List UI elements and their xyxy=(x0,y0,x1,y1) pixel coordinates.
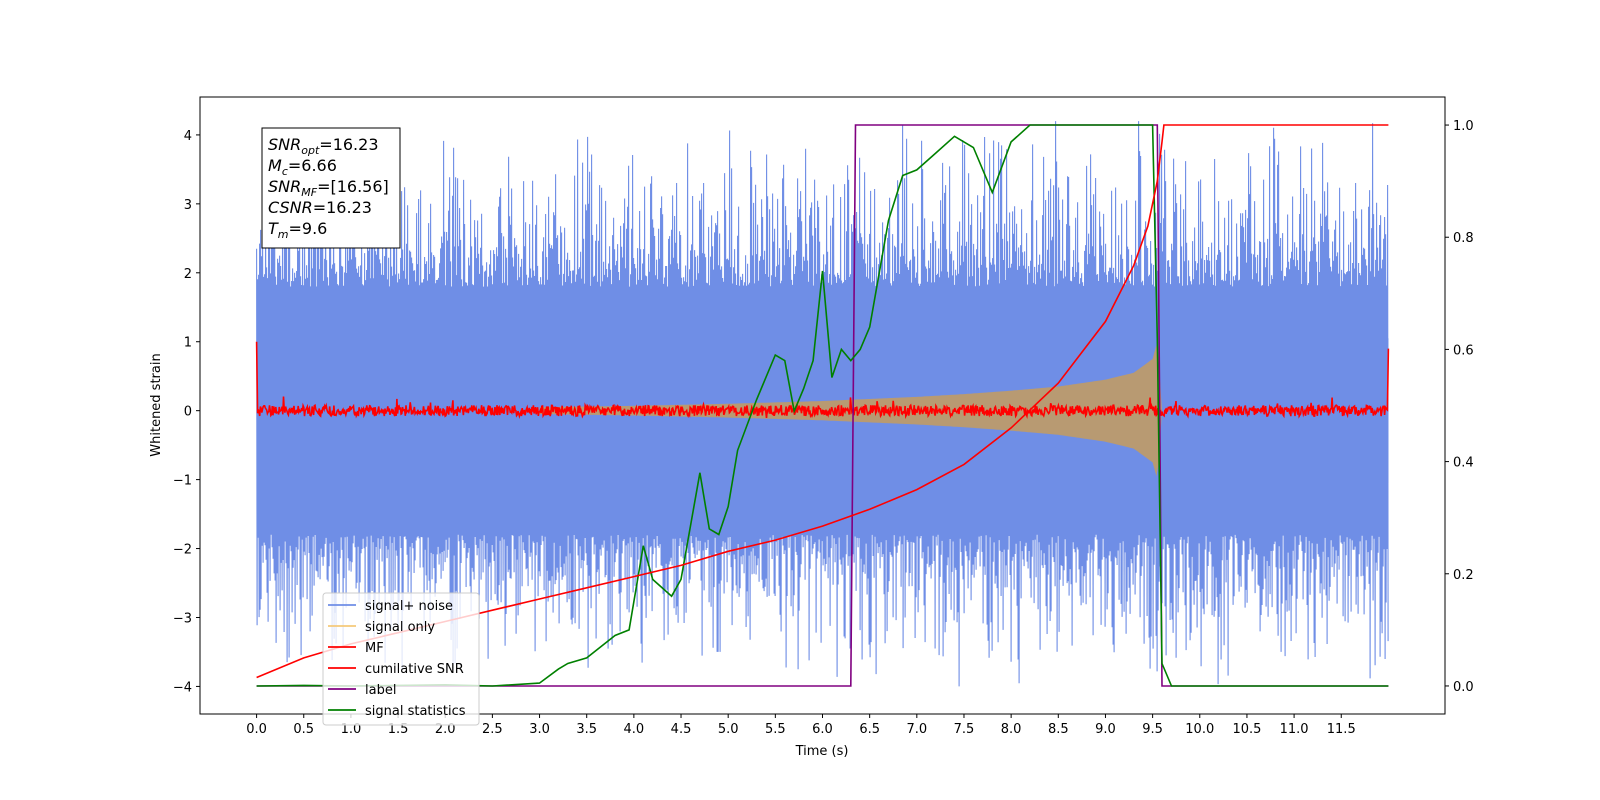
series-signal-only xyxy=(539,345,1162,477)
x-tick-label: 1.5 xyxy=(388,722,409,737)
x-tick-label: 5.0 xyxy=(718,722,739,737)
legend-label: signal statistics xyxy=(365,704,466,719)
legend-label: MF xyxy=(365,641,384,656)
legend-label: signal only xyxy=(365,620,435,635)
x-tick-label: 2.0 xyxy=(435,722,456,737)
x-tick-label: 8.0 xyxy=(1001,722,1022,737)
y-left-tick-label: 0 xyxy=(184,405,192,420)
annotation-line: Tm=9.6 xyxy=(268,219,327,241)
y-left-tick-label: −2 xyxy=(173,543,192,558)
x-tick-label: 9.0 xyxy=(1095,722,1116,737)
y-right-tick-label: 0.2 xyxy=(1453,568,1474,583)
y-right-tick-label: 1.0 xyxy=(1453,119,1474,134)
annotation-line: CSNR=16.23 xyxy=(268,198,372,217)
x-tick-label: 10.5 xyxy=(1232,722,1261,737)
x-tick-label: 6.5 xyxy=(859,722,880,737)
x-tick-label: 9.5 xyxy=(1142,722,1163,737)
legend-label: signal+ noise xyxy=(365,599,453,614)
x-axis-label: Time (s) xyxy=(795,744,849,759)
annotation-line: SNRopt=16.23 xyxy=(268,135,379,157)
y-left-tick-label: 4 xyxy=(184,129,192,144)
y-left-tick-label: 1 xyxy=(184,336,192,351)
series-signal-statistics xyxy=(256,124,1389,687)
y-right-tick-label: 0.8 xyxy=(1453,231,1474,246)
annotation-line: SNRMF=[16.56] xyxy=(268,177,389,199)
legend: signal+ noise signal only MF cumilative SNR… xyxy=(322,592,480,726)
x-tick-label: 0.5 xyxy=(293,722,314,737)
y-right-tick-label: 0.4 xyxy=(1453,456,1474,471)
legend-frame xyxy=(322,592,480,726)
x-tick-label: 4.5 xyxy=(671,722,692,737)
x-tick-label: 8.5 xyxy=(1048,722,1069,737)
plot-area xyxy=(255,121,1390,687)
series-mf xyxy=(255,341,1390,420)
x-tick-label: 2.5 xyxy=(482,722,503,737)
axes: 0.0 0.5 1.0 1.5 2.0 2.5 3.0 3.5 4.0 4.5 5.0 5.5 6.0 6… xyxy=(173,119,1474,737)
x-tick-label: 10.0 xyxy=(1185,722,1214,737)
x-tick-label: 4.0 xyxy=(624,722,645,737)
x-tick-label: 3.0 xyxy=(529,722,550,737)
x-tick-label: 6.0 xyxy=(812,722,833,737)
x-tick-label: 1.0 xyxy=(341,722,362,737)
y-left-tick-label: −4 xyxy=(173,680,192,695)
x-tick-label: 3.5 xyxy=(576,722,597,737)
y-right-tick-label: 0.6 xyxy=(1453,343,1474,358)
x-tick-label: 5.5 xyxy=(765,722,786,737)
x-tick-label: 11.5 xyxy=(1327,722,1356,737)
annotation-box: SNRopt=16.23Mc=6.66SNRMF=[16.56]CSNR=16.… xyxy=(261,127,401,249)
annotation-frame xyxy=(261,127,401,249)
y-left-tick-label: −1 xyxy=(173,474,192,489)
legend-label: label xyxy=(365,683,396,698)
y-left-tick-label: 3 xyxy=(184,198,192,213)
x-tick-label: 7.5 xyxy=(954,722,975,737)
y-right-tick-label: 0.0 xyxy=(1453,680,1474,695)
x-tick-label: 0.0 xyxy=(246,722,267,737)
y-left-tick-label: 2 xyxy=(184,267,192,282)
annotation-line: Mc=6.66 xyxy=(268,156,337,178)
y-axis-label: Whitened strain xyxy=(149,353,164,456)
legend-label: cumilative SNR xyxy=(365,662,464,677)
x-tick-label: 7.0 xyxy=(906,722,927,737)
y-left-tick-label: −3 xyxy=(173,611,192,626)
x-tick-label: 11.0 xyxy=(1280,722,1309,737)
